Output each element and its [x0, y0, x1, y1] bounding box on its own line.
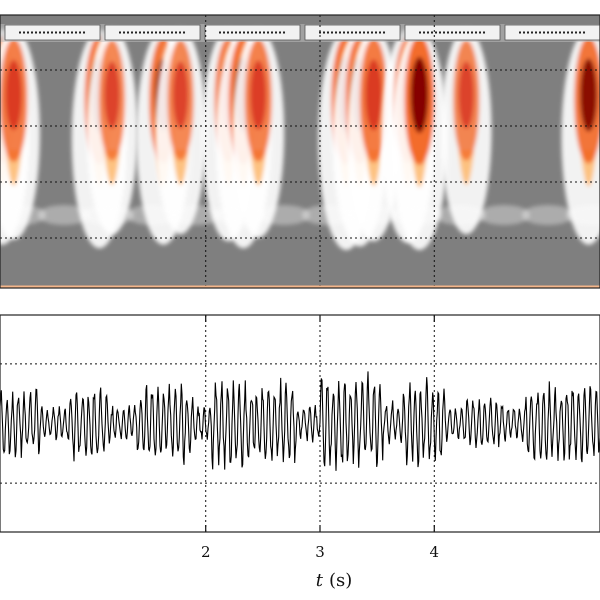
scalogram-panel	[0, 14, 600, 289]
signal-panel	[0, 314, 600, 533]
scalogram-ripple	[302, 205, 354, 225]
burst-core	[410, 57, 429, 133]
scalogram-burst	[391, 30, 448, 250]
burst-core	[365, 59, 382, 131]
scalogram-burst	[561, 29, 600, 245]
scalogram-burst	[155, 27, 206, 235]
scalogram-blobs	[0, 27, 600, 250]
signal-grid	[0, 315, 600, 532]
burst-core	[250, 60, 267, 130]
scalogram-ripple	[258, 205, 310, 225]
scalogram-ripple	[126, 205, 178, 225]
scalogram-ripple	[82, 205, 134, 225]
scalogram-ripple	[478, 205, 530, 225]
scalogram-burst	[232, 28, 285, 238]
burst-tail	[172, 150, 189, 186]
scalogram-frame	[0, 14, 600, 289]
signal-frame	[0, 314, 600, 533]
x-axis-variable: t	[316, 570, 324, 591]
burst-core	[104, 61, 120, 129]
scalogram-ripple	[390, 205, 442, 225]
burst-core	[5, 60, 22, 130]
x-tick-label: 2	[201, 543, 211, 561]
scalogram-burst	[0, 28, 40, 240]
x-tick-label: 3	[315, 543, 325, 561]
burst-core	[458, 61, 474, 129]
burst-tail	[250, 150, 267, 186]
x-tick-label: 4	[430, 543, 440, 561]
scalogram-ripple	[38, 205, 90, 225]
scalogram-ripple	[0, 205, 46, 225]
burst-core	[172, 61, 189, 129]
signal-line	[0, 371, 600, 471]
burst-tail	[104, 150, 120, 186]
scalogram-ripple	[566, 205, 600, 225]
x-tick-labels: 2 3 4	[201, 543, 439, 561]
burst-tail	[458, 150, 475, 186]
signal-background	[0, 315, 600, 532]
scalogram-burst	[440, 27, 492, 235]
burst-core	[580, 58, 598, 132]
signal-x-ticks	[205, 315, 435, 532]
scalogram-ripple	[434, 205, 486, 225]
scalogram-ripple	[170, 205, 222, 225]
scalogram-burst	[86, 27, 138, 235]
scalogram-ripple	[522, 205, 574, 225]
x-axis-unit: (s)	[329, 570, 352, 591]
scalogram-top-dashes	[4, 24, 600, 41]
scalogram-ripple	[346, 205, 398, 225]
x-axis-title: t (s)	[316, 570, 353, 591]
scalogram-grid	[0, 15, 600, 288]
scalogram-ripple	[214, 205, 266, 225]
